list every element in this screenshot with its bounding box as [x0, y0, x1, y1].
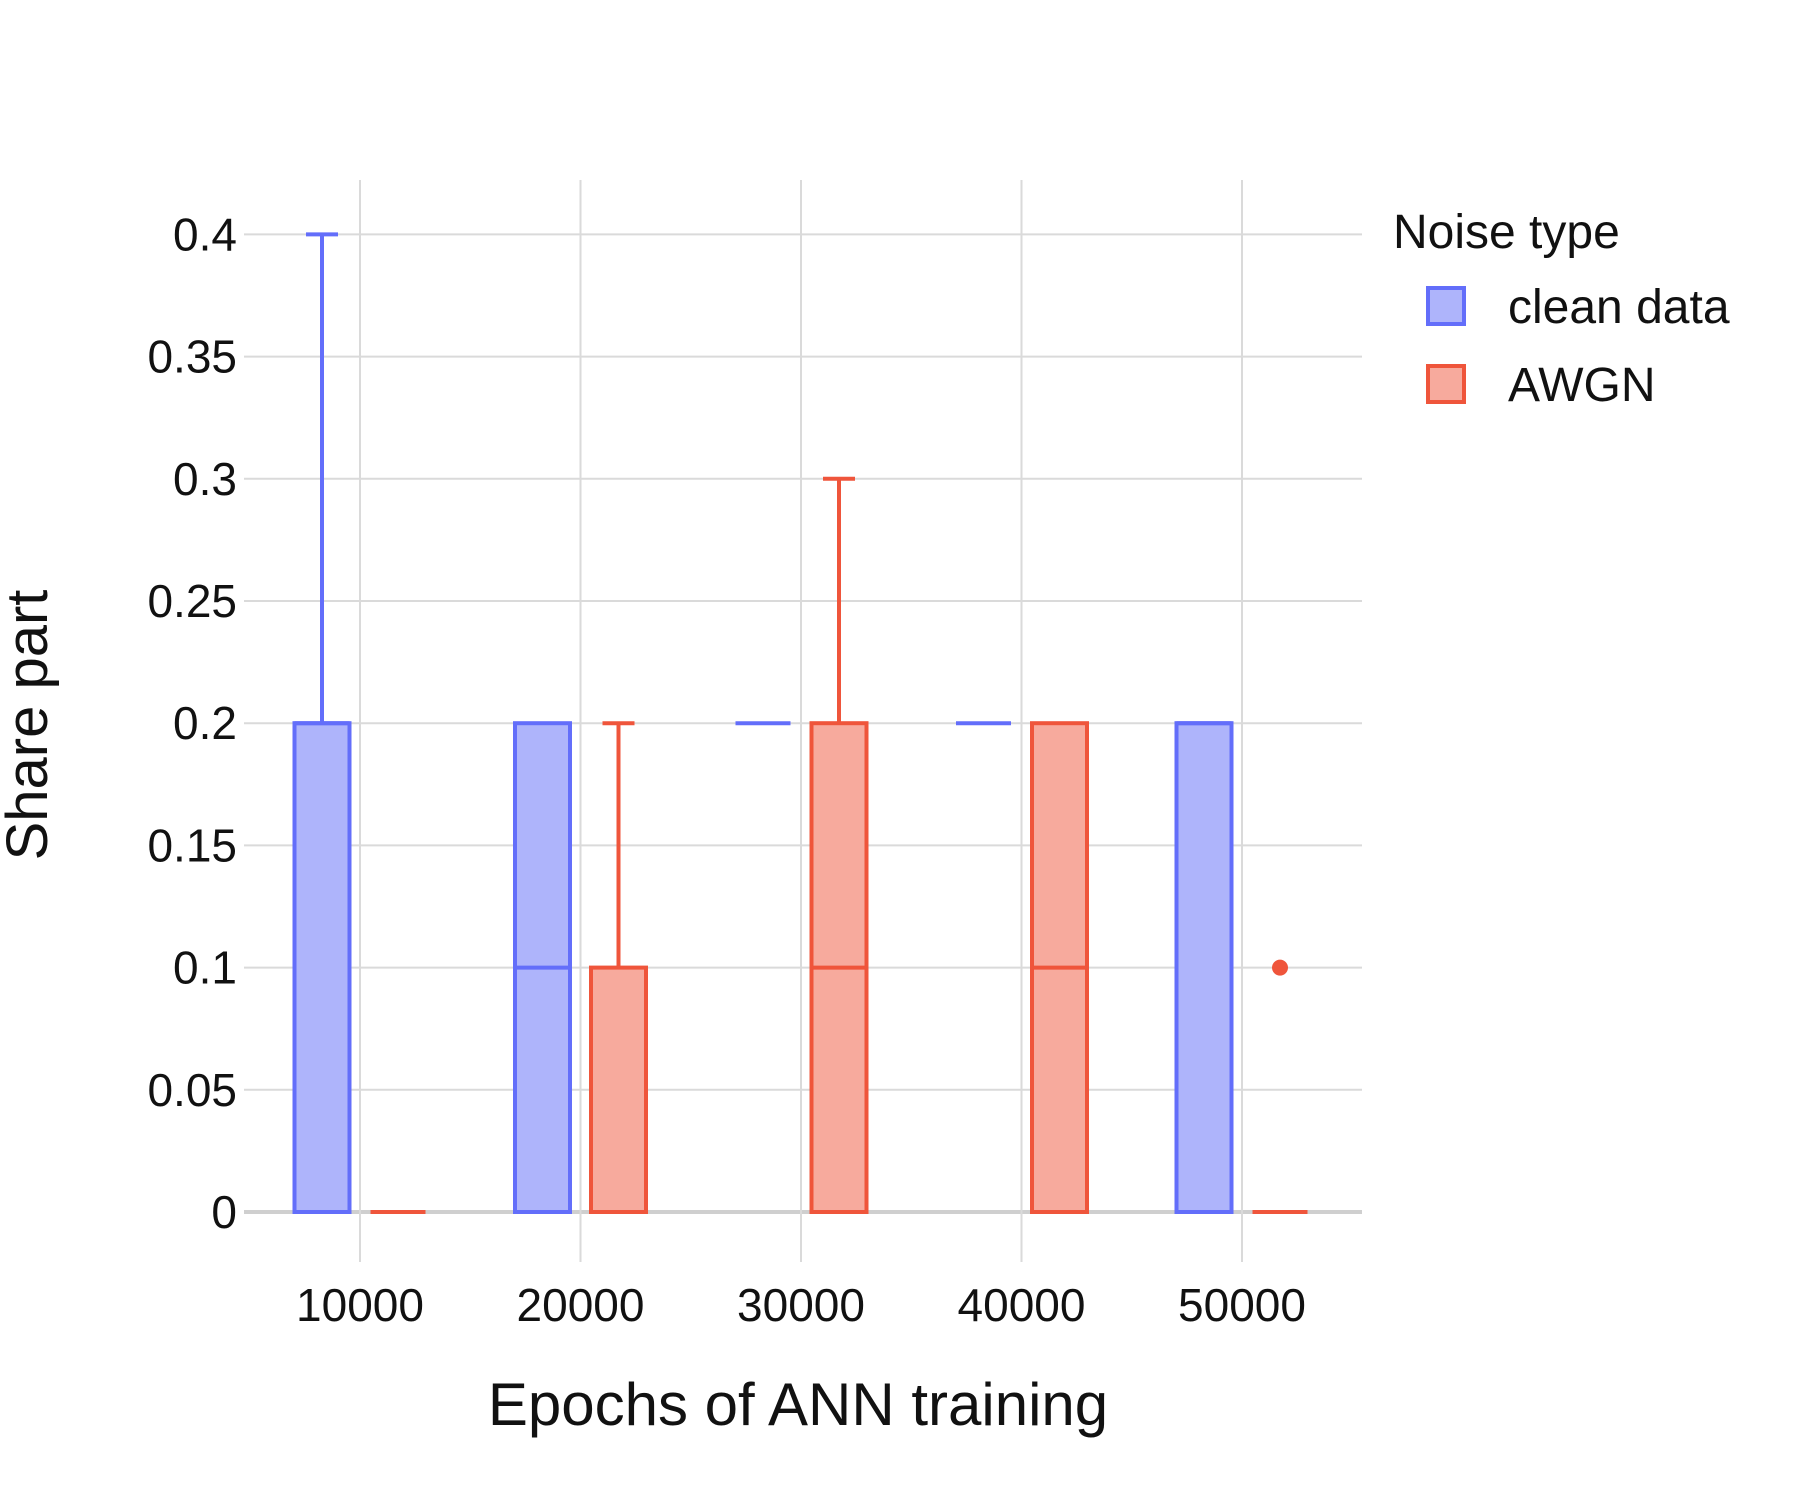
legend-item-clean-data: clean data: [1426, 281, 1730, 334]
box-clean-data-10000: [292, 232, 352, 1214]
legend-label: AWGN: [1508, 359, 1656, 412]
x-tick-label: 20000: [517, 1279, 645, 1331]
box-clean-data-50000: [1174, 721, 1234, 1214]
y-tick-label: 0.25: [147, 575, 237, 627]
y-tick-label: 0.3: [173, 453, 237, 505]
legend-items: clean data AWGN: [1426, 281, 1730, 412]
y-tick-label: 0: [211, 1186, 237, 1238]
legend-label: clean data: [1508, 281, 1730, 334]
legend-swatch: [1426, 364, 1466, 404]
gridlines: [244, 180, 1362, 1262]
box-awgn-20000: [589, 721, 648, 1214]
x-tick-label: 40000: [958, 1279, 1086, 1331]
legend-item-awgn: AWGN: [1426, 359, 1656, 412]
box-clean-data-20000: [513, 721, 572, 1214]
outlier-point: [1272, 959, 1288, 976]
x-tick-label: 50000: [1178, 1279, 1306, 1331]
x-axis-title: Epochs of ANN training: [488, 1371, 1108, 1438]
legend: Noise type clean data AWGN: [1393, 206, 1730, 412]
y-tick-label: 0.35: [147, 331, 237, 383]
box-awgn-50000: [1252, 959, 1308, 1214]
y-axis-ticks: 0 0.05 0.1 0.15 0.2 0.25 0.3 0.35 0.4: [147, 208, 237, 1238]
legend-swatch: [1426, 286, 1466, 326]
box-iqr: [589, 965, 648, 1214]
x-tick-label: 10000: [296, 1279, 424, 1331]
y-tick-label: 0.1: [173, 942, 237, 994]
y-tick-label: 0.4: [173, 208, 237, 260]
y-tick-label: 0.2: [173, 697, 237, 749]
legend-title: Noise type: [1393, 206, 1620, 259]
x-axis-ticks: 10000 20000 30000 40000 50000: [296, 1279, 1306, 1331]
box-awgn-40000: [1030, 721, 1089, 1214]
y-tick-label: 0.15: [147, 819, 237, 871]
box-awgn-30000: [809, 476, 869, 1214]
y-tick-label: 0.05: [147, 1064, 237, 1116]
x-tick-label: 30000: [737, 1279, 865, 1331]
box-iqr: [1174, 721, 1234, 1214]
y-axis-title: Share part: [0, 590, 60, 861]
box-series: [292, 232, 1308, 1214]
box-iqr: [292, 721, 352, 1214]
